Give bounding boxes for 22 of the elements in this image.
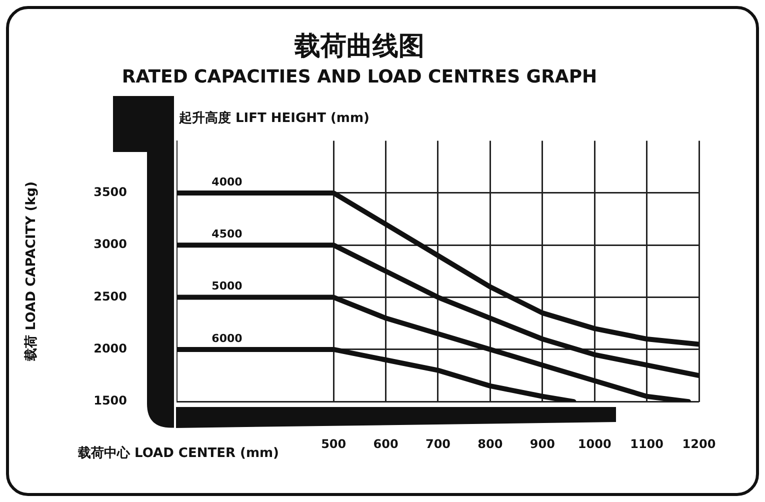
x-tick-label: 800 — [478, 436, 503, 451]
x-tick-label: 600 — [373, 436, 398, 451]
y-tick-label: 3000 — [94, 237, 127, 252]
x-tick-label: 500 — [321, 436, 346, 451]
x-tick-label: 1000 — [578, 436, 612, 451]
x-tick-label: 700 — [425, 436, 451, 451]
series-label: 5000 — [212, 280, 243, 293]
y-axis-title: 载荷 LOAD CAPACITY (kg) — [23, 181, 40, 362]
chart-subtitle: RATED CAPACITIES AND LOAD CENTRES GRAPH — [122, 66, 598, 88]
x-tick-label: 1100 — [630, 436, 664, 451]
chart-title: 载荷曲线图 — [294, 31, 424, 62]
y-tick-label: 2000 — [94, 342, 127, 356]
series-label: 6000 — [212, 332, 243, 345]
legend-title: 起升高度 LIFT HEIGHT (mm) — [178, 110, 370, 126]
x-axis-title: 载荷中心 LOAD CENTER (mm) — [77, 444, 279, 461]
y-tick-label: 3500 — [94, 185, 127, 200]
x-tick-label: 900 — [530, 436, 555, 451]
series-label: 4500 — [212, 227, 243, 240]
y-tick-label: 1500 — [94, 394, 127, 408]
series-label: 4000 — [212, 175, 243, 188]
x-tick-label: 1200 — [682, 436, 716, 451]
y-tick-label: 2500 — [94, 289, 127, 304]
